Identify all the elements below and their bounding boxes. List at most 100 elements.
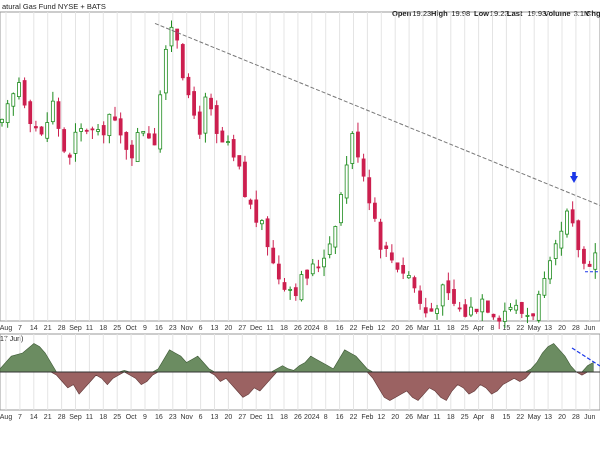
candle-body	[480, 298, 485, 313]
price-x-tick-label: 18	[99, 325, 107, 332]
candle-body	[384, 245, 389, 250]
price-x-tick-label: 14	[30, 325, 38, 332]
candle-body	[502, 310, 507, 322]
candle-body	[485, 300, 490, 313]
indicator-x-tick-label: Sep	[69, 414, 82, 421]
candle-body	[412, 277, 417, 289]
ohlc-label: High	[431, 9, 448, 18]
price-x-tick-label: 20	[391, 325, 399, 332]
price-x-tick-label: 18	[280, 325, 288, 332]
price-x-tick-label: 28	[58, 325, 66, 332]
candle-body	[50, 100, 55, 123]
candle-body	[395, 262, 400, 270]
candle-body	[259, 220, 264, 225]
candle-body	[152, 133, 157, 146]
price-x-tick-label: Aug	[0, 325, 12, 332]
indicator-x-tick-label: 11	[266, 414, 273, 421]
candle-body	[463, 304, 468, 317]
candle-body	[587, 263, 592, 267]
indicator-x-tick-label: 22	[516, 414, 524, 421]
price-x-tick-label: Nov	[180, 325, 193, 332]
candle-body	[254, 199, 259, 223]
candle-body	[62, 129, 67, 152]
indicator-x-tick-label: 14	[30, 414, 38, 421]
candle-body	[525, 314, 530, 317]
price-x-tick-label: 26	[405, 325, 413, 332]
price-x-tick-label: 16	[336, 325, 344, 332]
candle-body	[248, 199, 253, 205]
indicator-x-tick-label: Mar	[417, 414, 430, 421]
price-x-tick-label: 8	[491, 325, 495, 332]
candle-body	[11, 93, 16, 107]
price-x-tick-label: 20	[558, 325, 566, 332]
price-x-tick-label: 22	[516, 325, 524, 332]
candle-body	[423, 307, 428, 314]
candle-body	[333, 226, 338, 248]
indicator-x-tick-label: 7	[18, 414, 22, 421]
candle-body	[531, 313, 535, 317]
indicator-x-tick-label: Apr	[473, 414, 485, 421]
indicator-x-tick-label: 9	[143, 414, 147, 421]
price-x-tick-label: 9	[143, 325, 147, 332]
indicator-x-tick-label: 8	[491, 414, 495, 421]
candle-body	[282, 282, 287, 290]
candle-body	[305, 269, 310, 279]
indicator-x-tick-label: Feb	[361, 414, 373, 421]
candle-body	[548, 260, 552, 280]
candle-body	[435, 308, 439, 314]
candle-body	[344, 164, 349, 199]
price-x-tick-label: 13	[544, 325, 552, 332]
candle-body	[28, 101, 33, 125]
indicator-x-tick-label: Jun	[584, 414, 595, 421]
indicator-x-tick-label: 20	[225, 414, 233, 421]
candle-body	[559, 230, 564, 249]
candle-body	[34, 126, 38, 129]
down-arrow-marker	[570, 176, 578, 183]
candle-body	[169, 26, 174, 47]
ohlc-label: Chg	[586, 9, 600, 18]
candle-body	[372, 202, 377, 219]
candle-body	[536, 293, 541, 321]
indicator-x-tick-label: 15	[503, 414, 511, 421]
indicator-x-tick-label: 25	[113, 414, 121, 421]
price-x-tick-label: Sep	[69, 325, 82, 332]
candle-body	[519, 302, 524, 314]
candle-body	[327, 243, 332, 255]
candle-body	[56, 101, 61, 129]
candle-body	[130, 144, 134, 159]
chart-title: atural Gas Fund NYSE + BATS	[2, 2, 106, 11]
candle-body	[124, 132, 129, 150]
indicator-x-tick-label: 11	[86, 414, 93, 421]
candle-body	[231, 139, 236, 158]
candle-body	[452, 289, 456, 304]
price-x-tick-label: 11	[433, 325, 440, 332]
indicator-x-tick-label: Aug	[0, 414, 12, 421]
candle-body	[79, 128, 83, 132]
candle-body	[45, 122, 50, 139]
price-panel-frame	[0, 11, 600, 322]
price-x-tick-label: Jun	[584, 325, 595, 332]
candle-body	[209, 97, 213, 110]
price-x-tick-label: 8	[324, 325, 328, 332]
candle-body	[163, 48, 168, 94]
price-x-tick-label: 13	[211, 325, 219, 332]
candle-body	[429, 308, 434, 312]
candle-body	[214, 105, 219, 134]
candle-body	[565, 210, 569, 235]
candle-body	[39, 126, 44, 135]
indicator-x-tick-label: 18	[99, 414, 107, 421]
candle-body	[197, 111, 202, 135]
ohlc-label: Open	[392, 9, 412, 18]
candle-body	[220, 130, 225, 143]
indicator-x-tick-label: Nov	[180, 414, 193, 421]
ohlc-value: 19.98	[451, 9, 470, 18]
candle-body	[90, 128, 95, 131]
candle-body	[0, 118, 4, 124]
candle-body	[73, 131, 78, 154]
indicator-x-tick-label: 25	[461, 414, 469, 421]
ohlc-label: Volume	[544, 9, 571, 18]
candle-body	[118, 118, 123, 136]
indicator-panel: 17 Jun)Aug 7 14 21 28 Sep 11 18 25 Oct 9 16 23 Nov 6 13…	[0, 333, 600, 421]
